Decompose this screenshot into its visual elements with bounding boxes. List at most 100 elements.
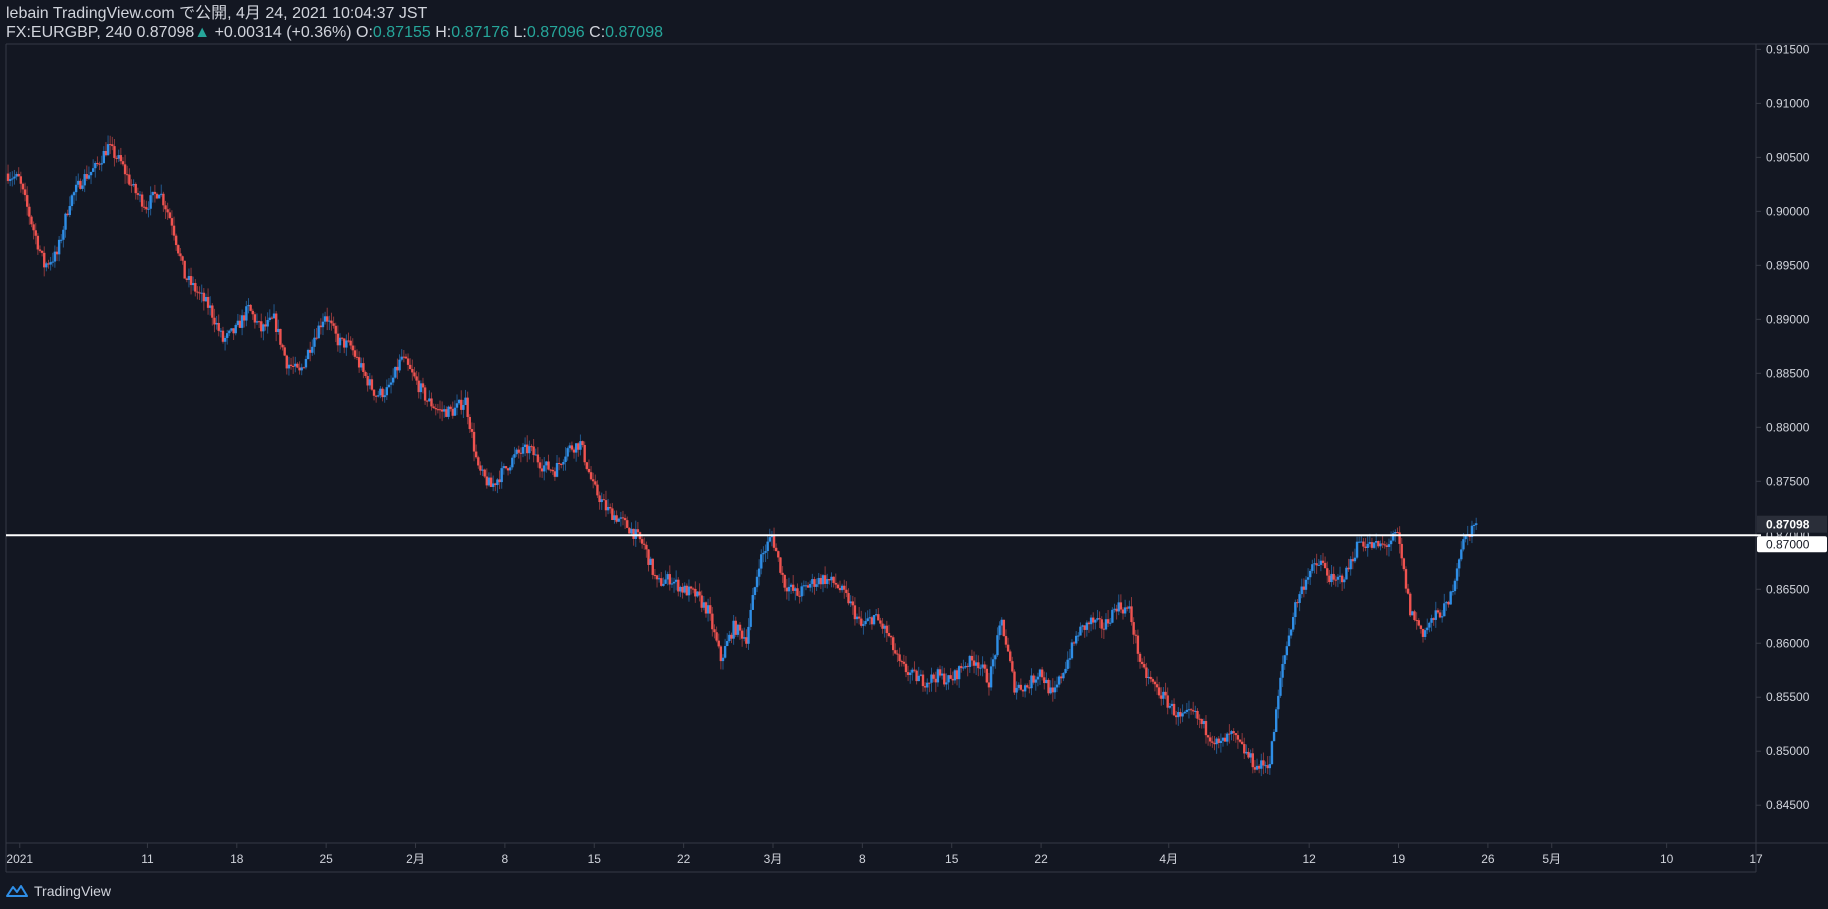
candle-down bbox=[396, 366, 399, 371]
candle-down bbox=[436, 409, 440, 411]
candle-up bbox=[989, 666, 993, 688]
candle-down bbox=[1164, 691, 1167, 696]
candle-up bbox=[981, 664, 984, 668]
candle-up bbox=[1057, 676, 1061, 685]
candle-down bbox=[870, 617, 874, 625]
candle-up bbox=[328, 320, 331, 322]
candle-down bbox=[1213, 742, 1216, 745]
candle-down bbox=[621, 517, 625, 519]
candle-down bbox=[1100, 619, 1103, 629]
candle-down bbox=[1236, 735, 1240, 740]
candle-down bbox=[791, 584, 795, 591]
candle-down bbox=[860, 618, 863, 626]
candle-down bbox=[1432, 618, 1435, 620]
candle-down bbox=[1436, 610, 1440, 613]
candle-down bbox=[819, 577, 823, 585]
candle-up bbox=[1194, 710, 1197, 712]
candle-down bbox=[1402, 558, 1406, 570]
candle-down bbox=[351, 345, 354, 351]
candle-up bbox=[1455, 568, 1459, 581]
time-tick-label: 12 bbox=[1302, 852, 1316, 866]
candle-down bbox=[1140, 661, 1144, 665]
candle-down bbox=[298, 367, 301, 371]
candle-down bbox=[572, 449, 576, 453]
candle-up bbox=[1017, 684, 1020, 688]
candle-down bbox=[1323, 562, 1327, 569]
candle-down bbox=[1232, 731, 1235, 734]
candle-down bbox=[709, 605, 712, 614]
candle-down bbox=[636, 529, 640, 533]
candle-down bbox=[1126, 607, 1129, 609]
candle-up bbox=[1000, 619, 1003, 626]
candle-up bbox=[764, 551, 767, 553]
candle-up bbox=[702, 602, 706, 608]
candle-up bbox=[674, 579, 678, 582]
candle-up bbox=[53, 251, 57, 262]
candle-up bbox=[862, 624, 865, 626]
candle-down bbox=[1243, 744, 1246, 754]
candle-down bbox=[551, 469, 554, 472]
current-price-label: 0.87098 bbox=[1766, 518, 1810, 532]
candle-up bbox=[815, 584, 818, 587]
candle-down bbox=[498, 479, 501, 483]
candle-down bbox=[1404, 569, 1408, 589]
candle-up bbox=[1449, 591, 1452, 605]
candle-up bbox=[1389, 540, 1393, 545]
candle-down bbox=[179, 253, 182, 257]
candle-down bbox=[694, 588, 697, 597]
candle-down bbox=[170, 218, 174, 226]
candle-up bbox=[1292, 617, 1295, 630]
candle-up bbox=[277, 328, 280, 333]
candle-down bbox=[302, 367, 306, 369]
candle-down bbox=[853, 605, 857, 620]
footer-branding[interactable]: TradingView bbox=[6, 880, 111, 902]
time-tick-label: 11 bbox=[141, 852, 154, 866]
candle-down bbox=[1102, 628, 1106, 630]
candle-down bbox=[417, 380, 420, 393]
candle-up bbox=[811, 579, 814, 584]
candle-down bbox=[583, 444, 586, 463]
candle-up bbox=[721, 657, 725, 662]
candle-up bbox=[215, 322, 218, 325]
candle-down bbox=[113, 146, 116, 158]
close-value: 0.87098 bbox=[605, 24, 663, 41]
time-tick-label: 15 bbox=[945, 852, 959, 866]
candle-down bbox=[889, 636, 893, 638]
candle-up bbox=[1109, 622, 1112, 624]
candle-down bbox=[1083, 625, 1086, 630]
candle-up bbox=[245, 306, 248, 321]
candle-down bbox=[172, 225, 176, 236]
candle-down bbox=[460, 399, 463, 410]
candle-up bbox=[1255, 765, 1259, 770]
candle-down bbox=[126, 174, 129, 176]
candle-up bbox=[1294, 602, 1297, 618]
candle-up bbox=[1313, 563, 1316, 565]
candle-down bbox=[734, 620, 737, 635]
candle-down bbox=[1385, 545, 1389, 547]
time-tick-label: 18 bbox=[230, 852, 244, 866]
candle-down bbox=[504, 466, 508, 469]
candle-up bbox=[68, 206, 71, 216]
candle-up bbox=[94, 162, 97, 169]
candle-up bbox=[564, 456, 567, 462]
candle-down bbox=[434, 408, 437, 410]
candle-down bbox=[30, 216, 33, 225]
candle-up bbox=[679, 586, 682, 592]
candle-up bbox=[389, 382, 393, 385]
candle-down bbox=[983, 664, 986, 669]
candle-up bbox=[1268, 764, 1272, 769]
candle-down bbox=[1334, 579, 1337, 581]
candle-down bbox=[289, 364, 293, 366]
candle-up bbox=[1451, 591, 1454, 593]
candle-down bbox=[730, 634, 733, 639]
candle-up bbox=[521, 447, 525, 454]
candle-up bbox=[338, 337, 342, 346]
candle-down bbox=[189, 276, 193, 286]
candle-up bbox=[149, 195, 152, 209]
publish-info: lebain TradingView.com で公開, 4月 24, 2021 … bbox=[6, 5, 428, 22]
candle-up bbox=[1366, 543, 1369, 548]
candle-up bbox=[462, 405, 465, 410]
candle-up bbox=[945, 682, 948, 685]
candle-up bbox=[57, 239, 61, 255]
